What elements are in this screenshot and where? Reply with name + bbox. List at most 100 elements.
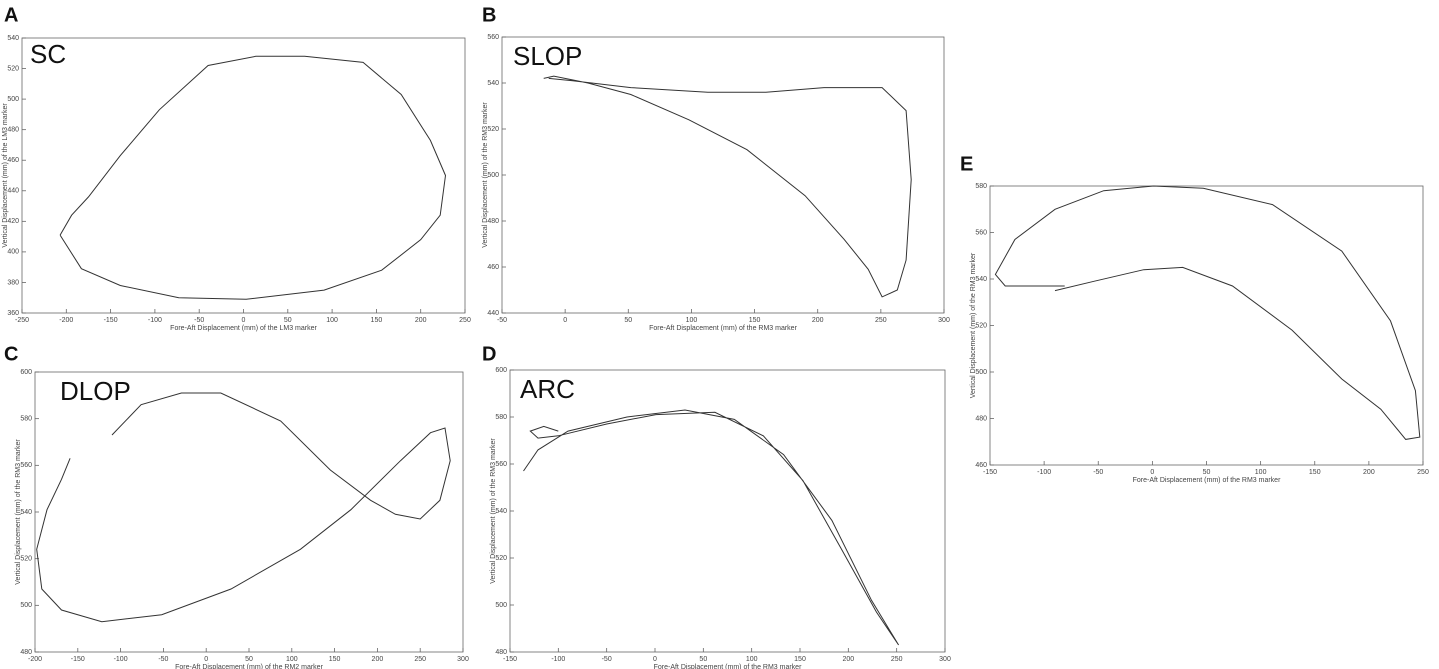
x-tick-label: -50	[158, 656, 168, 663]
x-axis-label: Fore-Aft Displacement (mm) of the RM3 ma…	[1133, 477, 1281, 484]
y-axis-label: Vertical Displacement (mm) of the RM3 ma…	[970, 252, 977, 398]
plot-frame	[509, 369, 946, 653]
x-tick-label: 150	[329, 656, 341, 663]
x-tick-label: -50	[497, 317, 507, 324]
panel-title: SLOP	[513, 41, 582, 71]
x-tick-label: -150	[983, 469, 997, 476]
plot-frame	[501, 36, 945, 314]
x-tick-label: -150	[104, 317, 118, 324]
x-tick-label: -100	[551, 656, 565, 663]
y-tick-label: 600	[495, 367, 507, 374]
x-tick-label: 150	[1309, 469, 1321, 476]
y-tick-label: 480	[975, 415, 987, 422]
x-tick-label: 250	[891, 656, 903, 663]
panel-letter: A	[4, 4, 18, 26]
x-tick-label: 100	[326, 317, 338, 324]
y-tick-label: 520	[7, 65, 19, 72]
x-tick-label: 200	[1363, 469, 1375, 476]
y-tick-label: 560	[20, 462, 32, 469]
y-tick-label: 380	[7, 279, 19, 286]
y-tick-label: 480	[487, 218, 499, 225]
x-tick-label: 50	[1203, 469, 1211, 476]
y-tick-label: 460	[975, 462, 987, 469]
x-tick-label: -200	[28, 656, 42, 663]
x-tick-label: 100	[286, 656, 298, 663]
x-tick-label: -150	[503, 656, 517, 663]
x-tick-label: 150	[794, 656, 806, 663]
trajectory	[543, 75, 912, 298]
y-tick-label: 460	[7, 157, 19, 164]
trajectory	[59, 55, 447, 300]
y-axis-label: Vertical Displacement (mm) of the RM3 ma…	[15, 439, 22, 585]
x-tick-label: 300	[938, 317, 950, 324]
y-tick-label: 520	[20, 556, 32, 563]
plot-frame	[34, 371, 464, 653]
x-tick-label: 0	[242, 317, 246, 324]
x-tick-label: 200	[812, 317, 824, 324]
y-tick-label: 460	[487, 264, 499, 271]
trajectory	[994, 185, 1421, 440]
y-tick-label: 440	[487, 310, 499, 317]
x-axis-label: Fore-Aft Displacement (mm) of the RM2 ma…	[175, 664, 323, 669]
y-tick-label: 580	[495, 414, 507, 421]
panel-letter: E	[960, 153, 973, 175]
y-tick-label: 540	[7, 35, 19, 42]
y-tick-label: 540	[20, 509, 32, 516]
y-tick-label: 480	[7, 127, 19, 134]
x-tick-label: -100	[148, 317, 162, 324]
y-tick-label: 540	[975, 276, 987, 283]
x-axis-label: Fore-Aft Displacement (mm) of the RM3 ma…	[649, 325, 797, 332]
x-tick-label: 0	[653, 656, 657, 663]
y-tick-label: 480	[495, 649, 507, 656]
x-tick-label: 0	[563, 317, 567, 324]
x-tick-label: 250	[459, 317, 471, 324]
x-tick-label: 150	[749, 317, 761, 324]
x-tick-label: 250	[875, 317, 887, 324]
x-tick-label: 300	[939, 656, 951, 663]
y-tick-label: 560	[495, 461, 507, 468]
y-tick-label: 560	[487, 34, 499, 41]
y-tick-label: 580	[975, 183, 987, 190]
x-tick-label: 50	[699, 656, 707, 663]
x-tick-label: 250	[414, 656, 426, 663]
y-tick-label: 540	[487, 80, 499, 87]
y-tick-label: 500	[495, 602, 507, 609]
y-tick-label: 520	[975, 322, 987, 329]
y-tick-label: 500	[20, 602, 32, 609]
y-tick-label: 500	[7, 96, 19, 103]
panel-title: DLOP	[60, 376, 131, 406]
x-tick-label: 100	[686, 317, 698, 324]
x-tick-label: 100	[1255, 469, 1267, 476]
x-tick-label: -50	[602, 656, 612, 663]
x-tick-label: 0	[1150, 469, 1154, 476]
plot-frame	[989, 185, 1424, 466]
y-tick-label: 600	[20, 369, 32, 376]
x-tick-label: -100	[1037, 469, 1051, 476]
y-tick-label: 420	[7, 218, 19, 225]
y-tick-label: 560	[975, 229, 987, 236]
panel-letter: D	[482, 343, 496, 365]
y-tick-label: 500	[487, 172, 499, 179]
x-tick-label: -250	[15, 317, 29, 324]
y-tick-label: 520	[487, 126, 499, 133]
y-axis-label: Vertical Displacement (mm) of the RM3 ma…	[490, 438, 497, 584]
y-tick-label: 500	[975, 369, 987, 376]
x-tick-label: 0	[204, 656, 208, 663]
panel-letter: B	[482, 4, 496, 26]
y-axis-label: Vertical Displacement (mm) of the RM3 ma…	[482, 102, 489, 248]
x-tick-label: -200	[59, 317, 73, 324]
trajectory	[523, 409, 900, 646]
panel-title: SC	[30, 39, 66, 69]
x-tick-label: 50	[245, 656, 253, 663]
x-tick-label: 300	[457, 656, 469, 663]
y-tick-label: 400	[7, 249, 19, 256]
x-tick-label: 50	[624, 317, 632, 324]
x-tick-label: 250	[1417, 469, 1429, 476]
y-tick-label: 480	[20, 649, 32, 656]
x-axis-label: Fore-Aft Displacement (mm) of the RM3 ma…	[654, 664, 802, 669]
x-tick-label: -50	[1093, 469, 1103, 476]
x-tick-label: 200	[415, 317, 427, 324]
panel-letter: C	[4, 343, 18, 365]
y-tick-label: 540	[495, 508, 507, 515]
